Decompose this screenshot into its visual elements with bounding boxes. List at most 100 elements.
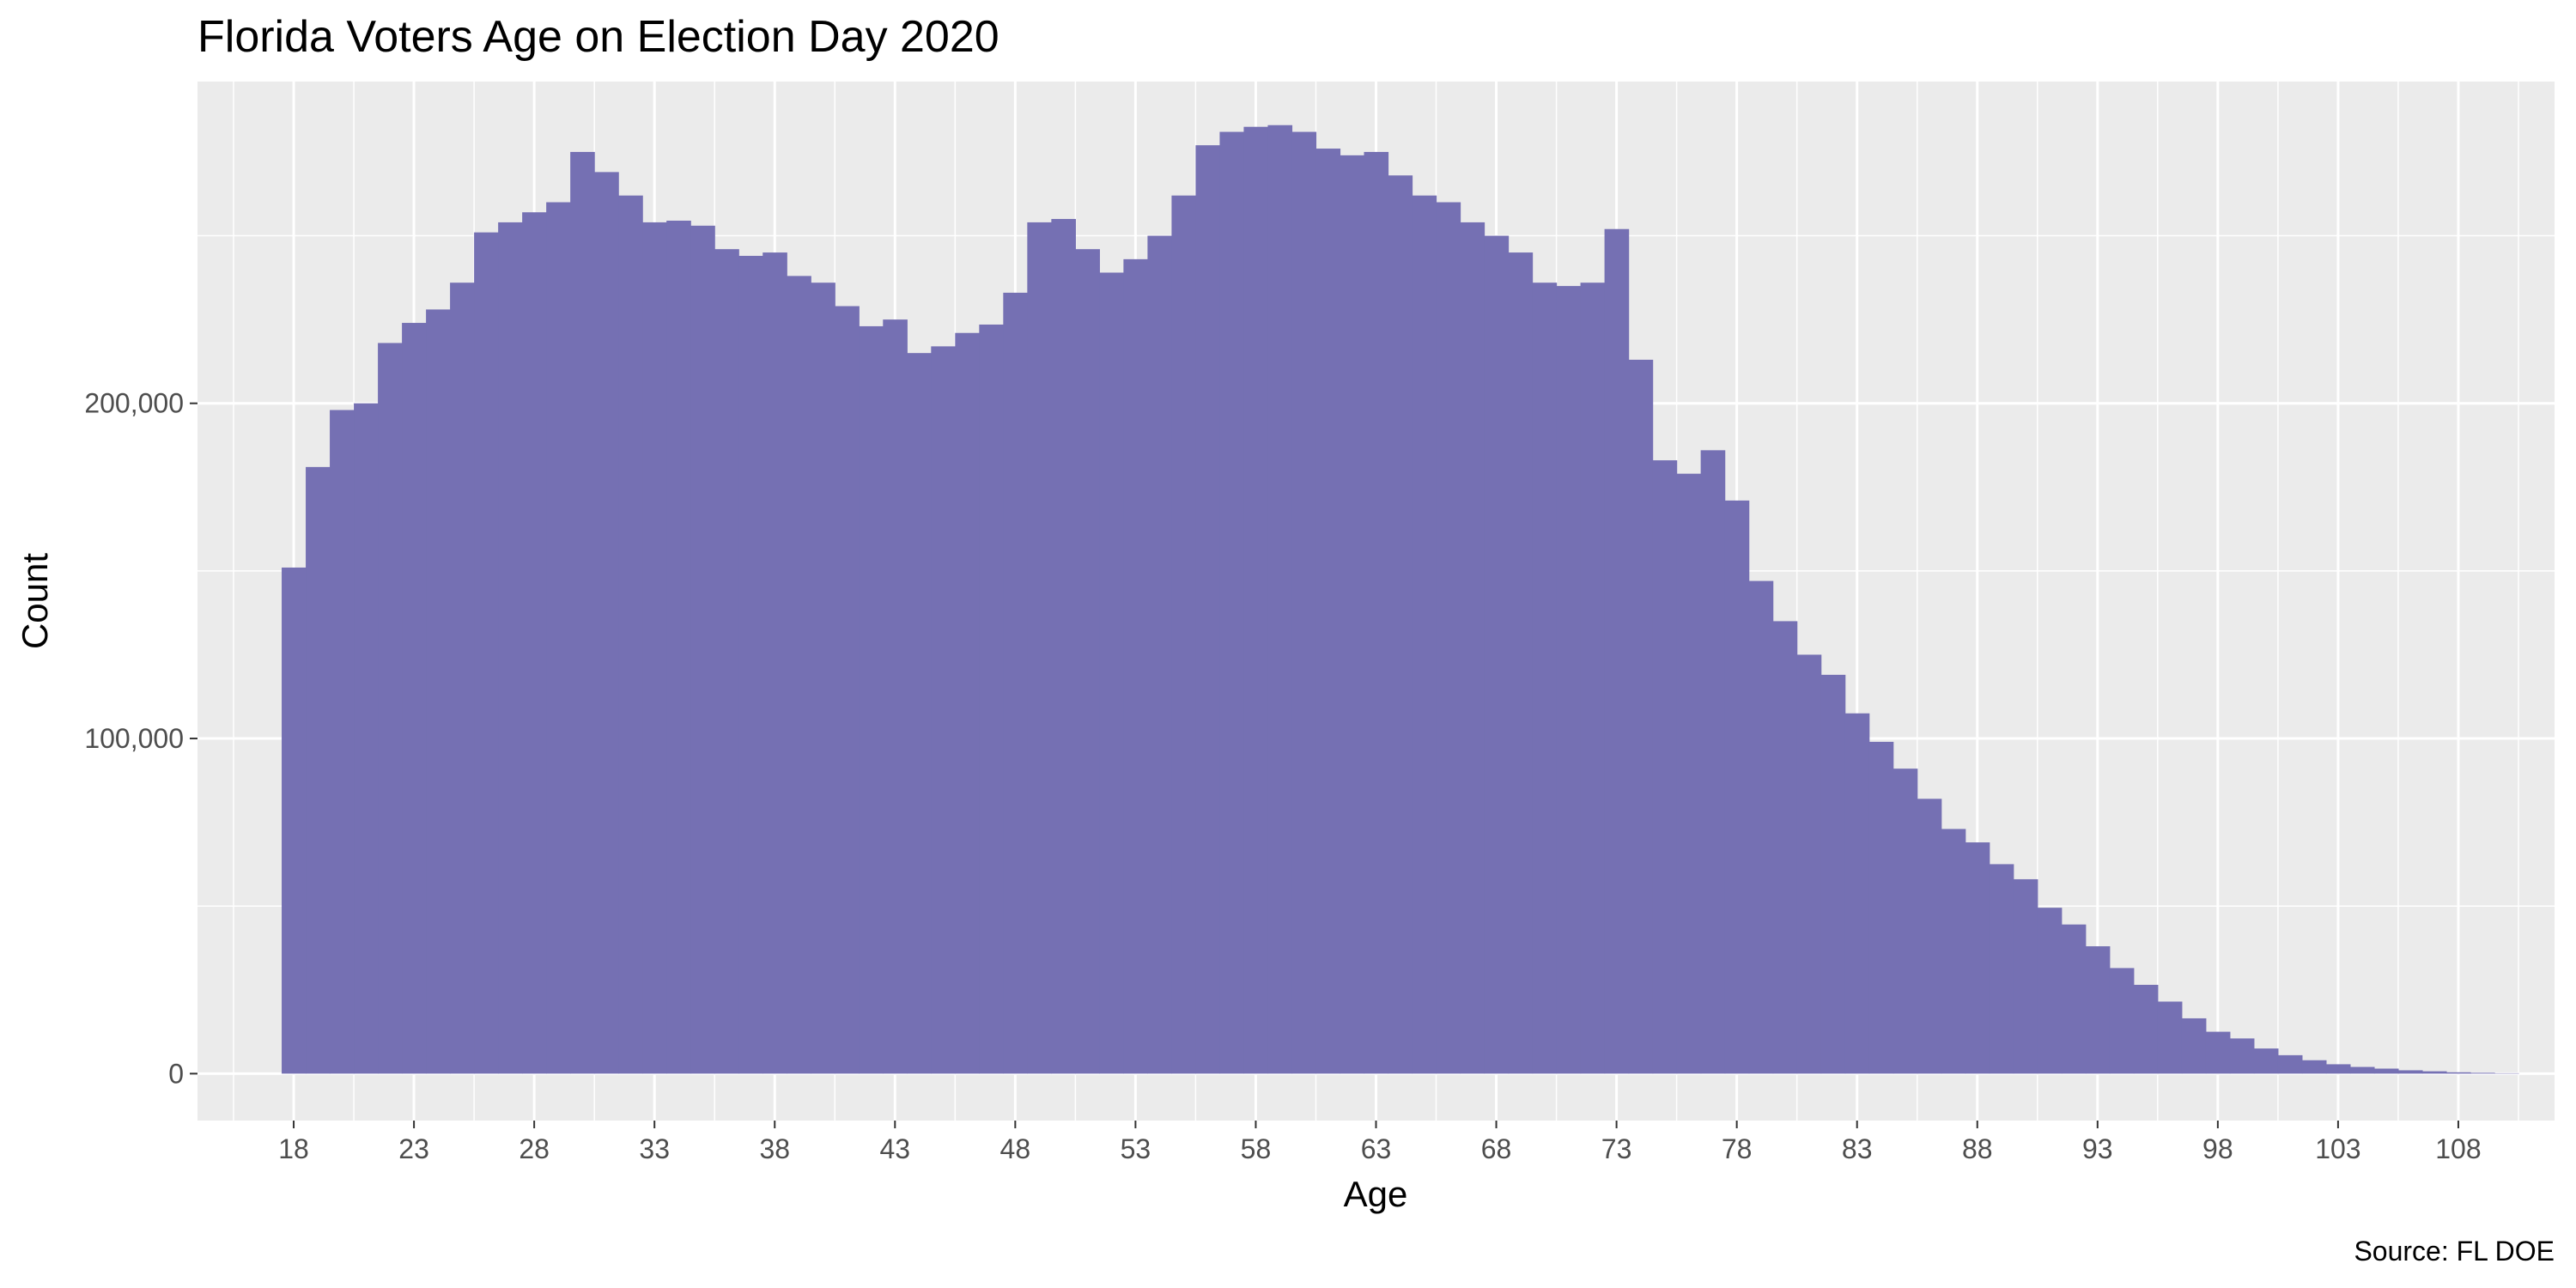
histogram-bar [282,567,307,1074]
histogram-bar [1652,460,1678,1074]
histogram-bar [1893,769,1918,1074]
histogram-bar [1147,235,1173,1074]
histogram-bar [1388,175,1413,1074]
histogram-bar [690,225,715,1074]
histogram-bar [1748,580,1774,1074]
x-tick-label: 88 [1962,1133,1993,1164]
histogram-bar [1243,126,1269,1074]
histogram-bar [2229,1038,2255,1074]
histogram-bar [835,306,860,1074]
histogram-bar [1580,283,1606,1074]
y-tick-label: 200,000 [84,388,184,419]
histogram-bar [1772,621,1798,1074]
histogram-bar [2373,1068,2399,1074]
histogram-bar [1171,195,1197,1074]
y-axis: 0 100,000 200,000 [84,388,197,1089]
histogram-bar [546,202,571,1074]
histogram-bar [1075,249,1100,1074]
histogram-bar [1027,222,1052,1074]
histogram-bar [1941,829,1966,1074]
chart-caption: Source: FL DOE [2354,1236,2555,1267]
histogram-bar [1796,654,1822,1074]
histogram-bar [1051,219,1076,1074]
x-axis-title: Age [1344,1174,1408,1214]
histogram-bar [2470,1072,2495,1074]
histogram-bar [1844,713,1870,1074]
histogram-bar [426,309,451,1074]
histogram-bar [2037,908,2063,1074]
histogram-bar [883,319,908,1074]
histogram-bar [1965,842,1990,1074]
histogram-bar [1123,258,1149,1074]
histogram-bar [2013,878,2038,1074]
histogram-bar [2445,1072,2471,1074]
histogram-bar [618,195,643,1074]
histogram-bar [2133,984,2159,1074]
histogram-bar [330,410,355,1074]
x-tick-label: 108 [2435,1133,2481,1164]
histogram-bar [714,249,739,1074]
x-tick-label: 93 [2082,1133,2113,1164]
histogram-bar [931,346,956,1074]
histogram-bar [1628,359,1654,1074]
histogram-bar [1315,149,1341,1074]
histogram-bar [955,332,980,1074]
histogram-bar [570,151,595,1074]
histogram-bar [1412,195,1437,1074]
histogram-bar [1724,500,1750,1074]
histogram-bar [1003,292,1028,1074]
x-tick-label: 43 [879,1133,910,1164]
histogram-bar [1820,674,1846,1074]
histogram-bar [1700,450,1726,1074]
histogram-bar [738,255,763,1074]
histogram-bar [2349,1066,2375,1074]
histogram-bar [522,212,547,1074]
histogram-bar [354,403,379,1074]
histogram-bar [2085,946,2111,1074]
chart-title: Florida Voters Age on Election Day 2020 [197,12,999,62]
histogram-bar [2109,968,2135,1074]
histogram-bar [2157,1001,2183,1074]
histogram-bar [859,325,884,1074]
histogram-bar [1267,125,1293,1074]
histogram-bar [2325,1064,2351,1074]
histogram-bar [2061,924,2087,1074]
histogram-bar [1219,131,1245,1074]
histogram-bar [2253,1048,2279,1074]
histogram-bar [642,222,667,1074]
x-tick-label: 28 [519,1133,550,1164]
histogram-bar [762,252,787,1074]
histogram-bars [282,125,2519,1074]
x-tick-label: 63 [1361,1133,1392,1164]
x-tick-label: 48 [1000,1133,1031,1164]
histogram-bar [2421,1071,2447,1074]
y-tick-label: 0 [168,1058,184,1089]
histogram-bar [498,222,523,1074]
histogram-bar [450,283,475,1074]
histogram-bar [2301,1060,2327,1074]
histogram-bar [1364,151,1389,1074]
histogram-bar [1604,228,1630,1074]
x-tick-label: 38 [759,1133,790,1164]
histogram-bar [378,343,403,1074]
histogram-bar [1676,473,1702,1074]
histogram-bar [1484,235,1510,1074]
x-tick-label: 53 [1121,1133,1151,1164]
histogram-bar [306,466,331,1074]
y-axis-title: Count [15,553,55,649]
histogram-bar [1989,864,2014,1074]
x-tick-label: 33 [639,1133,670,1164]
histogram-bar [1460,222,1485,1074]
histogram-bar [1868,741,1894,1074]
histogram-bar [811,283,835,1074]
x-tick-label: 98 [2202,1133,2233,1164]
histogram-bar [2181,1018,2207,1074]
x-tick-label: 78 [1722,1133,1753,1164]
x-tick-label: 83 [1842,1133,1873,1164]
histogram-bar [1340,155,1365,1074]
histogram-bar [979,324,1004,1074]
x-axis: 18 23 28 33 38 43 48 53 58 63 68 73 78 83 88 93 98 103 108 [278,1121,2482,1164]
x-tick-label: 23 [398,1133,429,1164]
histogram-bar [474,232,499,1074]
histogram-bar [2277,1054,2303,1074]
